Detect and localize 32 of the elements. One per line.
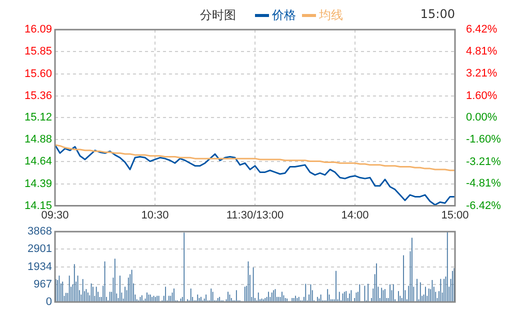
- y-tick-label: 14.64: [24, 155, 52, 168]
- x-tick-label: 14:00: [341, 209, 369, 222]
- y2-tick-label: 0.00%: [466, 112, 498, 124]
- legend-label: 均线: [318, 7, 343, 24]
- y2-tick-label: -6.42%: [466, 200, 502, 212]
- y-tick-label: 2901: [28, 243, 52, 256]
- legend-label: 价格: [271, 7, 296, 24]
- y2-tick-label: 6.42%: [466, 24, 498, 36]
- y2-tick-label: -1.60%: [466, 134, 502, 146]
- x-tick-label: 11:30/13:00: [226, 209, 284, 222]
- y2-tick-label: 3.21%: [466, 68, 498, 80]
- y-tick-label: 15.36: [24, 90, 52, 102]
- y-tick-label: 967: [34, 278, 52, 290]
- y2-tick-label: -4.81%: [466, 178, 502, 190]
- y-tick-label: 15.60: [24, 68, 52, 80]
- text: 15:00: [420, 7, 455, 21]
- y-tick-label: 16.09: [24, 24, 52, 36]
- y-tick-label: 1934: [28, 260, 52, 273]
- chart-title: 分时图: [200, 7, 236, 24]
- x-tick-label: 10:30: [141, 209, 169, 222]
- x-tick-label: 09:30: [41, 209, 69, 222]
- y-tick-label: 14.39: [24, 178, 52, 190]
- x-tick-label: 15:00: [441, 209, 469, 222]
- y2-tick-label: 4.81%: [466, 46, 498, 58]
- y-tick-label: 15.12: [24, 112, 52, 124]
- y-tick-label: 15.85: [24, 45, 52, 58]
- y2-tick-label: 1.60%: [466, 90, 498, 102]
- y-tick-label: 14.15: [24, 200, 52, 212]
- y-tick-label: 14.88: [24, 134, 52, 146]
- y-tick-label: 0: [46, 296, 52, 308]
- y2-tick-label: -3.21%: [466, 156, 502, 168]
- y-tick-label: 3868: [28, 226, 52, 238]
